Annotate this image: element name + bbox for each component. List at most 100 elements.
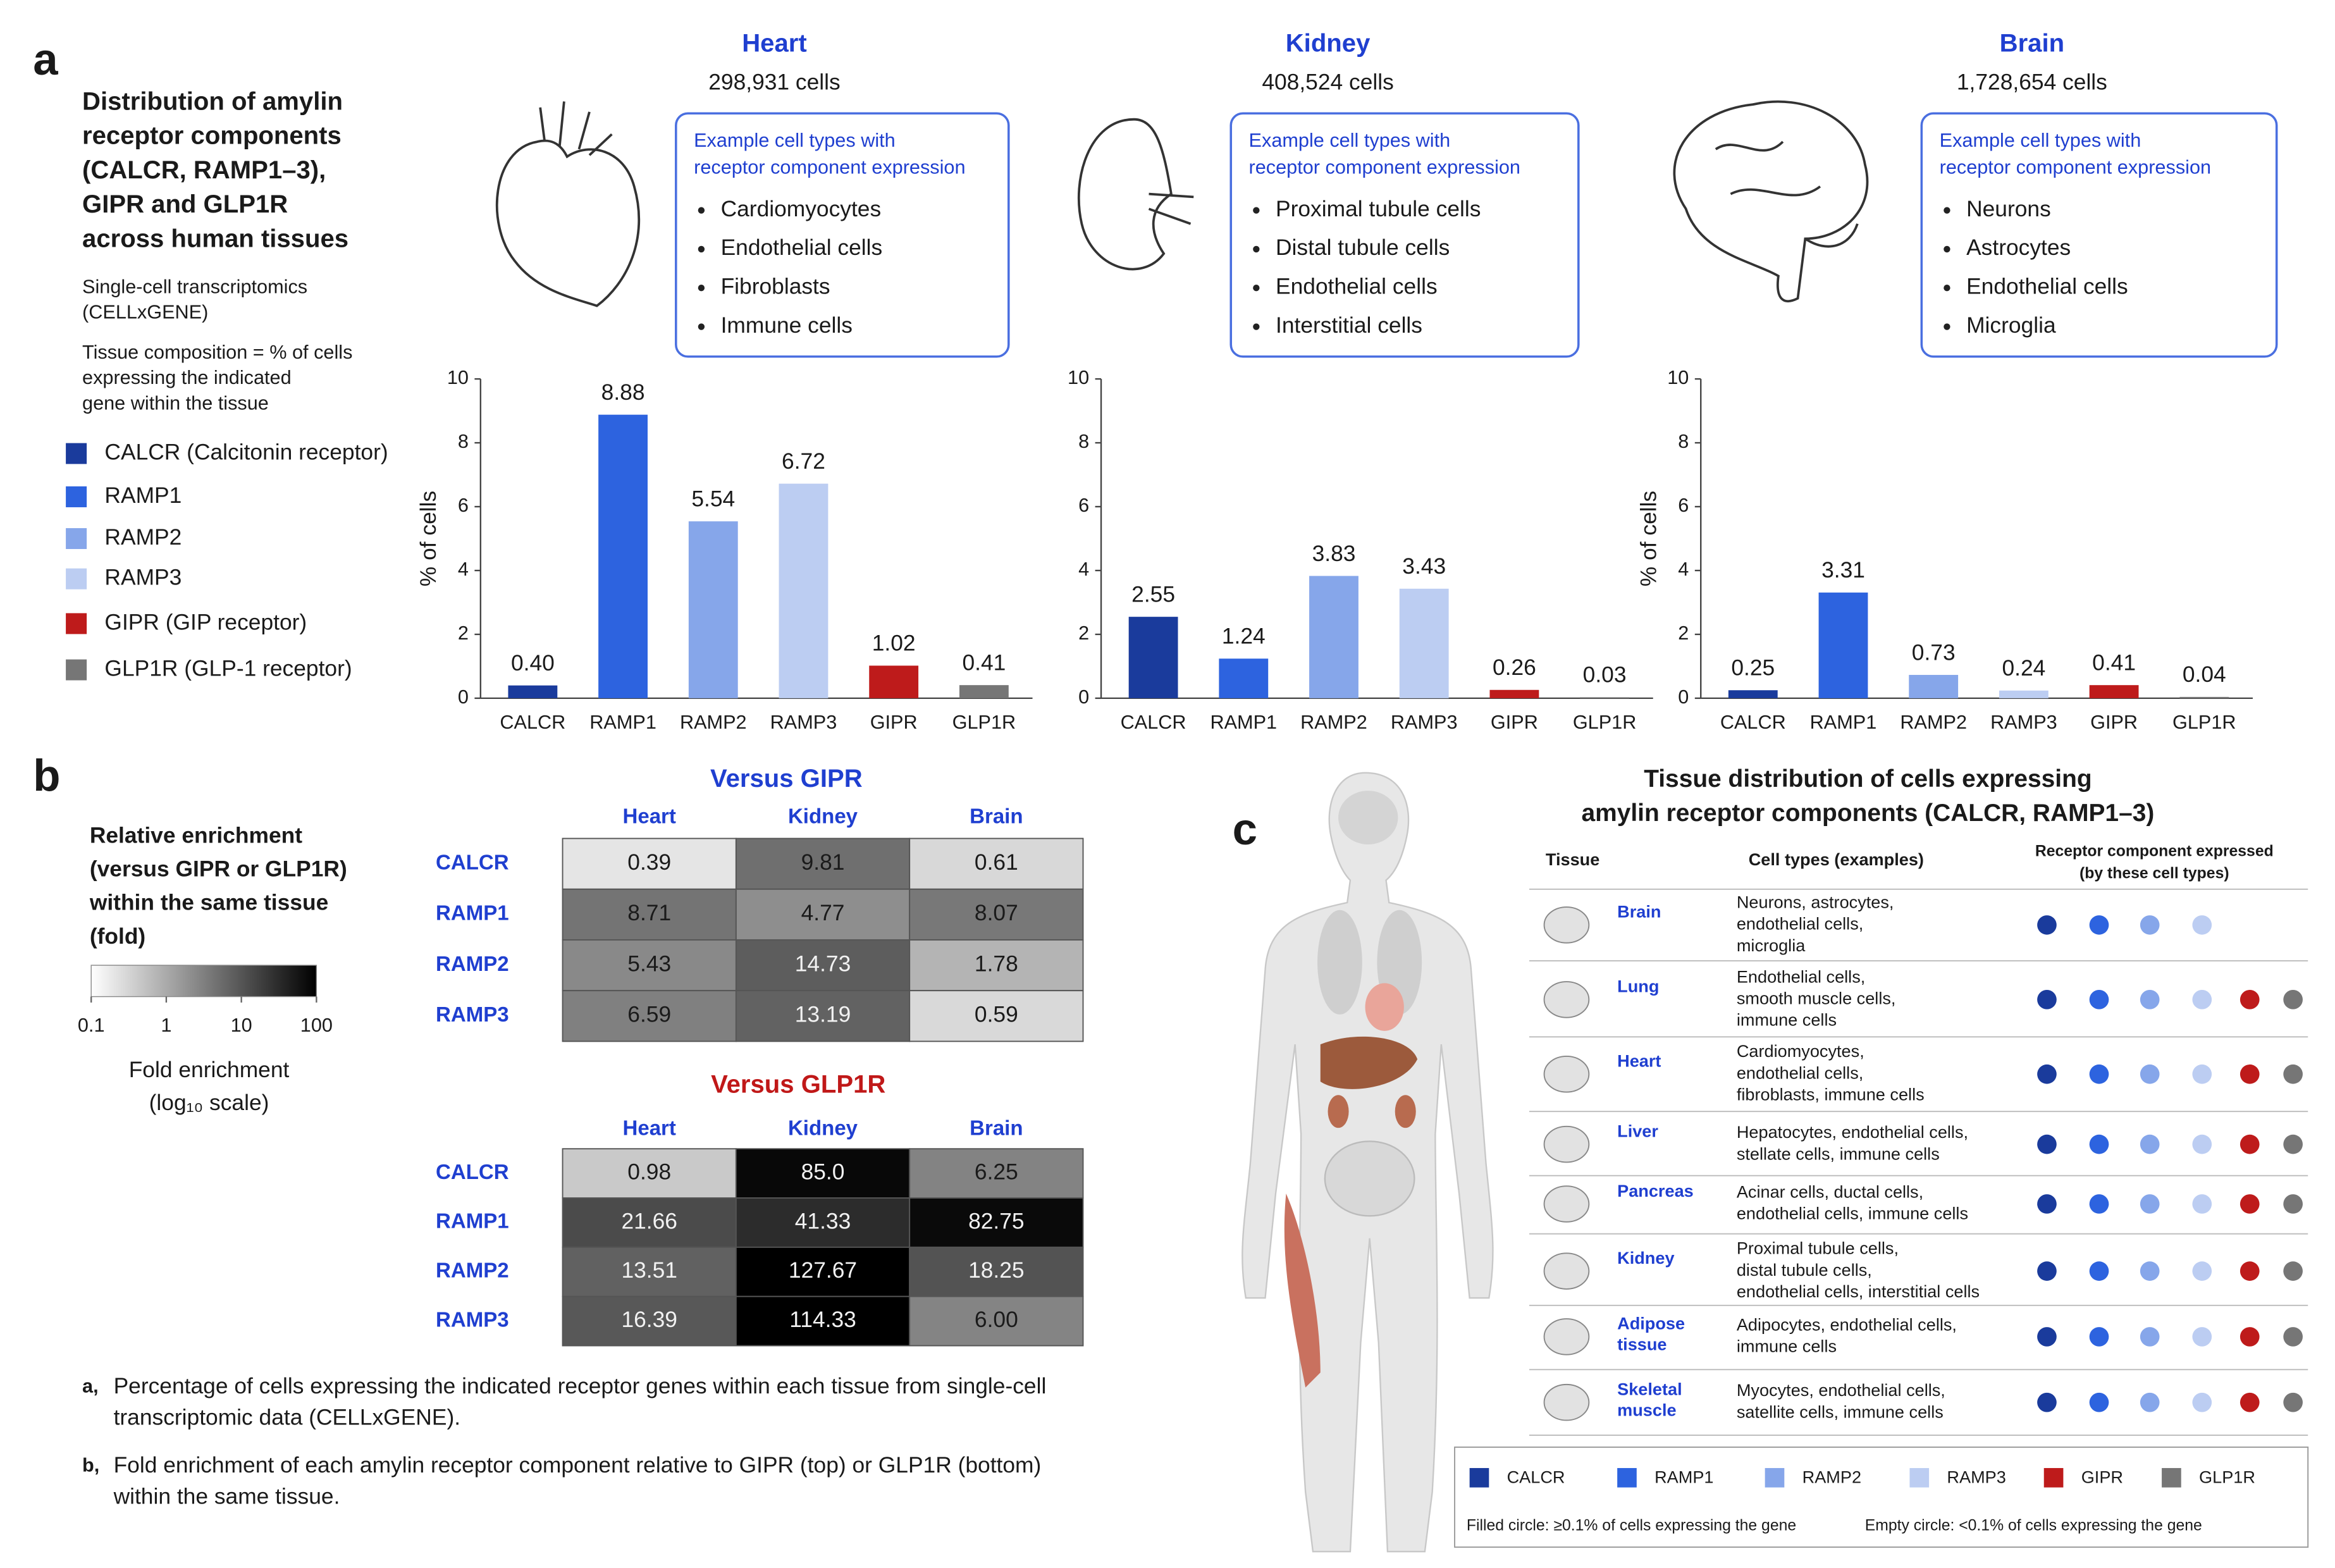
legend-note: Empty circle: <0.1% of cells expressing … xyxy=(1865,1517,2202,1534)
cell-types: immune cells xyxy=(1737,1337,1837,1356)
legend-box xyxy=(1454,1447,2309,1548)
expression-dot xyxy=(2192,1194,2212,1214)
column-label: Kidney xyxy=(788,1116,858,1139)
y-axis-label: % of cells xyxy=(1636,491,1661,586)
annotation-item: Proximal tubule cells xyxy=(1276,197,1481,221)
expression-dot xyxy=(2037,1134,2057,1154)
row-label: RAMP1 xyxy=(436,1209,509,1233)
tissue-name: Liver xyxy=(1617,1121,1658,1140)
bar xyxy=(2179,696,2229,698)
x-tick-label: RAMP2 xyxy=(1300,712,1367,733)
bar xyxy=(688,521,738,698)
expression-dot xyxy=(2240,1327,2260,1347)
cell-label: 13.19 xyxy=(795,1003,851,1027)
row-label: CALCR xyxy=(436,1160,509,1183)
cell-types: Proximal tubule cells, xyxy=(1737,1238,1899,1258)
heatmap-title: Versus GLP1R xyxy=(711,1071,885,1099)
tissue-name: Brain xyxy=(1617,902,1661,922)
tissue-icon xyxy=(1543,1056,1590,1093)
legend-swatch xyxy=(66,528,87,550)
bullet xyxy=(1253,285,1260,292)
legend-label: CALCR (Calcitonin receptor) xyxy=(104,440,388,464)
bar xyxy=(1219,658,1269,698)
cell-types: distal tubule cells, xyxy=(1737,1260,1872,1280)
tissue-name: Lung xyxy=(1617,977,1659,996)
value-label: 6.72 xyxy=(782,449,825,474)
cell-label: 0.98 xyxy=(627,1159,671,1184)
expression-dot xyxy=(2089,915,2109,935)
cell-types: satellite cells, immune cells xyxy=(1737,1402,1944,1421)
legend-label: GIPR xyxy=(2081,1467,2123,1487)
y-tick-label: 0 xyxy=(1678,686,1689,708)
legend-title: within the same tissue xyxy=(89,891,328,915)
bar xyxy=(869,665,919,698)
bar xyxy=(1818,592,1868,698)
expression-dot xyxy=(2089,1064,2109,1084)
value-label: 0.40 xyxy=(511,651,555,676)
value-label: 0.25 xyxy=(1731,656,1775,681)
y-tick-label: 0 xyxy=(458,686,469,708)
bullet xyxy=(1944,285,1950,292)
colorbar-title: (log₁₀ scale) xyxy=(149,1090,269,1115)
table-header: Tissue xyxy=(1546,849,1599,869)
cell-types: fibroblasts, immune cells xyxy=(1737,1085,1925,1104)
expression-dot xyxy=(2240,1134,2260,1154)
chart-subtitle: 1,728,654 cells xyxy=(1957,70,2107,94)
legend-swatch xyxy=(66,568,87,590)
x-tick-label: RAMP2 xyxy=(680,712,747,733)
x-tick-label: CALCR xyxy=(500,712,565,733)
bullet xyxy=(698,207,705,214)
expression-dot xyxy=(2240,915,2260,935)
expression-dot xyxy=(2283,1194,2303,1214)
expression-dot xyxy=(2283,1134,2303,1154)
expression-dot xyxy=(2240,1194,2260,1214)
cell-types: Hepatocytes, endothelial cells, xyxy=(1737,1122,1968,1142)
expression-dot xyxy=(2192,1064,2212,1084)
table-header: Receptor component expressed xyxy=(2035,843,2274,860)
expression-dot xyxy=(2192,1134,2212,1154)
expression-dot xyxy=(2240,990,2260,1009)
cell-label: 41.33 xyxy=(795,1209,851,1233)
cell-label: 82.75 xyxy=(968,1209,1025,1233)
y-tick-label: 4 xyxy=(1078,559,1089,580)
annotation-item: Endothelial cells xyxy=(1966,275,2128,299)
expression-dot xyxy=(2089,1194,2109,1214)
tissue-icon xyxy=(1543,1383,1590,1421)
x-tick-label: GLP1R xyxy=(952,712,1016,733)
bullet xyxy=(698,245,705,253)
heatmap-cell xyxy=(909,1295,1084,1347)
cell-label: 14.73 xyxy=(795,951,851,976)
cell-label: 0.39 xyxy=(627,850,671,875)
colorbar-tick-label: 100 xyxy=(300,1015,333,1036)
bullet xyxy=(1253,323,1260,330)
expression-dot xyxy=(2283,990,2303,1009)
value-label: 0.41 xyxy=(962,651,1006,676)
expression-dot xyxy=(2283,1261,2303,1281)
bar xyxy=(1580,697,1630,698)
expression-dot xyxy=(2037,1194,2057,1214)
composition-note: gene within the tissue xyxy=(82,392,269,414)
heatmap-cell xyxy=(735,1295,911,1347)
bar xyxy=(1909,675,1959,698)
colorbar-title: Fold enrichment xyxy=(129,1058,290,1082)
expression-dot xyxy=(2240,1392,2260,1412)
cell-label: 114.33 xyxy=(789,1307,856,1332)
x-tick-label: CALCR xyxy=(1121,712,1186,733)
cell-types: stellate cells, immune cells xyxy=(1737,1144,1940,1163)
heatmap-cell xyxy=(735,1246,911,1297)
cell-types: Myocytes, endothelial cells, xyxy=(1737,1380,1945,1400)
row-label: RAMP2 xyxy=(436,952,509,975)
legend-label: RAMP1 xyxy=(1654,1467,1713,1487)
y-tick-label: 0 xyxy=(1078,686,1089,708)
heatmap-cell xyxy=(909,888,1084,941)
legend-title: (versus GIPR or GLP1R) xyxy=(90,857,347,882)
expression-dot xyxy=(2140,1327,2160,1347)
annotation-title: Example cell types with xyxy=(694,130,896,151)
heatmap-cell xyxy=(735,1148,911,1199)
bullet xyxy=(1944,207,1950,214)
annotation-title: receptor component expression xyxy=(1249,157,1520,178)
y-tick-label: 10 xyxy=(1667,367,1689,388)
bullet xyxy=(1944,323,1950,330)
y-tick-label: 4 xyxy=(458,559,469,580)
chart-title: Brain xyxy=(2000,29,2064,57)
